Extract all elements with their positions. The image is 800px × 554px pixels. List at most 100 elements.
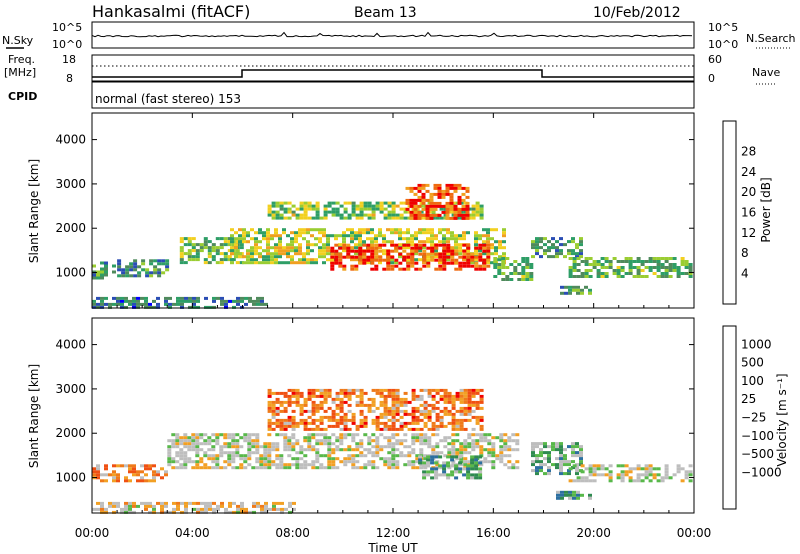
data-cell [501,278,506,281]
data-cell [335,421,340,425]
data-cell [303,216,308,220]
data-cell [486,255,491,259]
data-cell [422,246,426,250]
data-cell [462,261,467,265]
data-cell [175,454,180,458]
data-cell [423,406,428,410]
data-cell [152,464,156,468]
data-cell [266,255,270,259]
data-cell [383,409,388,413]
data-cell [215,246,220,250]
data-cell [227,433,232,437]
data-cell [274,249,278,253]
data-cell [275,391,280,395]
data-cell [195,258,200,262]
data-cell [414,237,418,241]
power-colorbar-tick: 20 [741,185,756,199]
data-cell [359,403,364,407]
data-cell [425,216,430,220]
data-cell [315,457,320,461]
data-cell [291,424,296,428]
data-cell [172,501,176,505]
data-cell [497,272,502,275]
data-cell [425,189,430,193]
data-cell [531,246,535,250]
data-cell [351,448,356,452]
data-cell [427,409,432,413]
data-cell [315,454,320,458]
data-cell [92,302,96,306]
data-cell [575,463,579,467]
data-cell [405,201,410,205]
data-cell [244,507,248,511]
data-cell [463,445,468,449]
data-cell [112,270,116,274]
data-cell [238,237,242,241]
data-cell [636,467,641,471]
data-cell [371,418,376,422]
data-cell [596,467,601,471]
data-cell [441,189,446,193]
data-cell [275,406,280,410]
data-cell [521,275,526,278]
data-cell [327,442,332,446]
data-cell [378,243,383,247]
data-cell [367,201,372,205]
data-cell [509,278,514,281]
data-cell [195,445,200,449]
data-cell [684,263,689,266]
data-cell [322,249,326,253]
data-cell [230,246,234,250]
data-cell [688,272,693,275]
data-cell [318,252,322,256]
data-cell [423,403,428,407]
data-cell [335,213,340,217]
data-cell [490,261,494,265]
data-cell [371,433,376,437]
data-cell [418,252,423,256]
data-cell [363,466,368,470]
data-cell [144,302,148,306]
data-cell [310,261,314,265]
nsearch-label: N.Search [746,32,796,45]
data-cell [339,403,344,407]
data-cell [347,216,352,220]
data-cell [493,275,498,278]
data-cell [572,490,576,494]
data-cell [311,400,316,404]
data-cell [374,237,378,241]
data-cell [399,439,404,443]
data-cell [347,397,352,401]
data-cell [604,272,609,275]
data-cell [576,479,581,483]
data-cell [203,466,208,470]
data-cell [128,507,132,511]
data-cell [439,418,444,422]
data-cell [521,266,526,269]
data-cell [347,403,352,407]
data-cell [413,210,418,214]
data-cell [195,451,200,455]
data-cell [455,409,460,413]
data-cell [96,273,100,277]
data-cell [137,265,142,269]
data-cell [414,243,419,247]
data-cell [347,391,352,395]
data-cell [391,424,396,428]
data-cell [458,267,463,271]
data-cell [391,201,396,205]
data-cell [410,264,415,268]
data-cell [276,501,280,505]
data-cell [319,394,324,398]
data-cell [413,192,418,196]
data-cell [283,409,288,413]
data-cell [454,258,459,262]
data-cell [478,264,483,268]
data-cell [568,496,572,500]
data-cell [406,237,410,241]
data-cell [215,454,220,458]
data-cell [471,213,476,217]
data-cell [315,409,320,413]
data-cell [199,460,204,464]
data-cell [391,412,396,416]
